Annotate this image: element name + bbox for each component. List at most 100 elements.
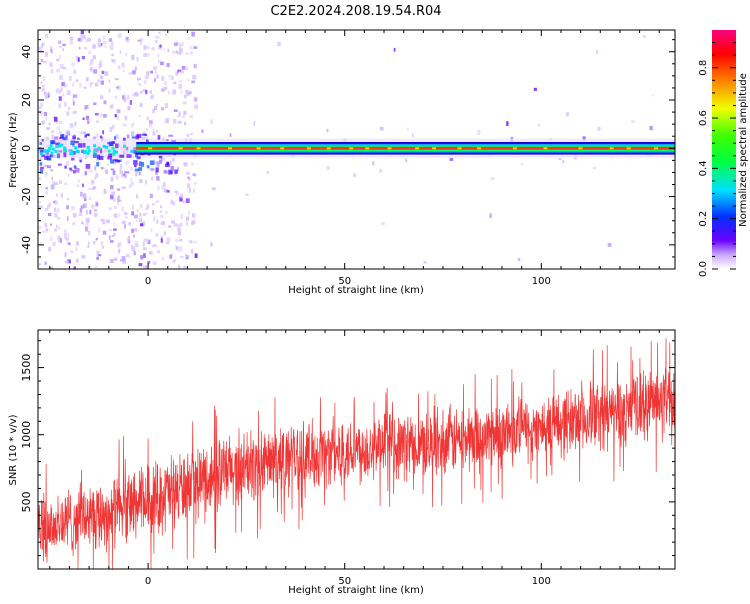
noise-blob: [40, 166, 44, 170]
noise-speckle: [141, 222, 146, 227]
noise-speckle: [177, 115, 180, 118]
noise-speckle: [66, 198, 70, 201]
noise-speckle: [113, 228, 117, 231]
noise-speckle: [93, 240, 96, 245]
noise-speckle: [180, 89, 183, 94]
noise-speckle: [178, 52, 182, 55]
noise-speckle: [175, 238, 179, 242]
noise-speckle: [134, 240, 138, 245]
noise-speckle: [77, 179, 80, 183]
noise-speckle: [145, 46, 150, 50]
noise-speckle: [187, 78, 190, 82]
band-blob: [83, 151, 86, 155]
noise-speckle: [165, 118, 169, 124]
band-blob: [102, 144, 106, 148]
noise-speckle: [156, 103, 158, 108]
noise-speckle: [165, 241, 170, 245]
noise-speckle: [118, 33, 122, 36]
noise-speckle: [155, 171, 158, 175]
noise-speckle: [138, 263, 143, 267]
noise-speckle: [83, 86, 87, 89]
noise-speckle: [163, 48, 166, 51]
noise-speckle: [185, 254, 188, 258]
noise-speckle: [192, 213, 196, 219]
band-dot: [349, 147, 354, 150]
noise-blob: [134, 168, 140, 172]
noise-speckle: [184, 121, 187, 126]
noise-speckle: [50, 266, 54, 269]
y-tick-label: 40: [20, 45, 33, 59]
spectrogram-heatmap: [38, 30, 675, 269]
noise-speckle: [67, 233, 70, 237]
noise-speckle: [100, 241, 103, 246]
noise-speckle: [95, 172, 99, 178]
noise-speckle: [153, 244, 157, 248]
noise-speckle: [103, 189, 107, 194]
noise-blob: [141, 162, 145, 167]
noise-speckle: [75, 56, 79, 61]
noise-speckle: [75, 258, 79, 261]
noise-speckle: [39, 110, 43, 114]
noise-speckle: [62, 93, 65, 97]
noise-speckle: [138, 171, 141, 176]
noise-speckle: [39, 205, 43, 208]
noise-speckle: [56, 58, 60, 62]
noise-speckle: [161, 76, 165, 81]
noise-speckle: [38, 262, 41, 266]
noise-speckle: [131, 70, 136, 75]
noise-blob: [108, 142, 113, 146]
noise-speckle: [52, 181, 56, 185]
noise-speckle: [96, 250, 100, 256]
noise-speckle: [109, 105, 114, 109]
noise-speckle: [66, 205, 69, 210]
noise-speckle: [81, 255, 86, 259]
noise-speckle: [104, 45, 107, 48]
noise-speckle: [131, 131, 135, 137]
noise-blob: [39, 169, 44, 174]
noise-speckle: [89, 82, 94, 85]
band-blob: [112, 152, 116, 156]
noise-speckle: [132, 205, 134, 210]
noise-speckle: [82, 203, 87, 208]
noise-speckle: [118, 195, 120, 200]
noise-speckle: [128, 222, 131, 226]
noise-speckle: [103, 35, 105, 41]
spectrogram-axis-ticks: 0 50 100 -40 -20 0 20 40: [20, 30, 675, 287]
noise-speckle: [166, 237, 171, 242]
noise-blob: [64, 165, 67, 169]
noise-speckle: [111, 41, 114, 45]
noise-speckle: [113, 257, 118, 261]
noise-speckle: [89, 209, 92, 215]
noise-speckle: [186, 183, 191, 188]
noise-speckle: [607, 242, 612, 247]
noise-speckle: [82, 117, 85, 120]
noise-speckle: [126, 94, 130, 100]
noise-speckle: [54, 116, 58, 122]
noise-speckle: [163, 86, 168, 91]
noise-speckle: [65, 252, 67, 256]
noise-speckle: [193, 188, 195, 193]
noise-speckle: [110, 240, 114, 243]
noise-speckle: [58, 91, 61, 95]
noise-speckle: [162, 182, 166, 187]
noise-speckle: [111, 53, 114, 57]
noise-speckle: [151, 203, 155, 206]
noise-speckle: [245, 193, 249, 196]
noise-speckle: [114, 161, 116, 166]
noise-speckle: [86, 209, 88, 215]
noise-speckle: [64, 101, 67, 107]
noise-speckle: [38, 201, 41, 204]
noise-speckle: [124, 216, 128, 219]
noise-speckle: [64, 234, 68, 239]
noise-speckle: [77, 57, 80, 62]
noise-speckle: [100, 43, 103, 47]
noise-blob: [171, 140, 176, 143]
noise-speckle: [150, 70, 154, 74]
noise-speckle: [100, 75, 104, 80]
noise-blob: [133, 147, 138, 150]
noise-speckle: [72, 165, 76, 169]
noise-blob: [84, 171, 88, 176]
noise-speckle: [96, 256, 99, 260]
noise-blob: [56, 154, 60, 159]
noise-speckle: [175, 192, 179, 196]
